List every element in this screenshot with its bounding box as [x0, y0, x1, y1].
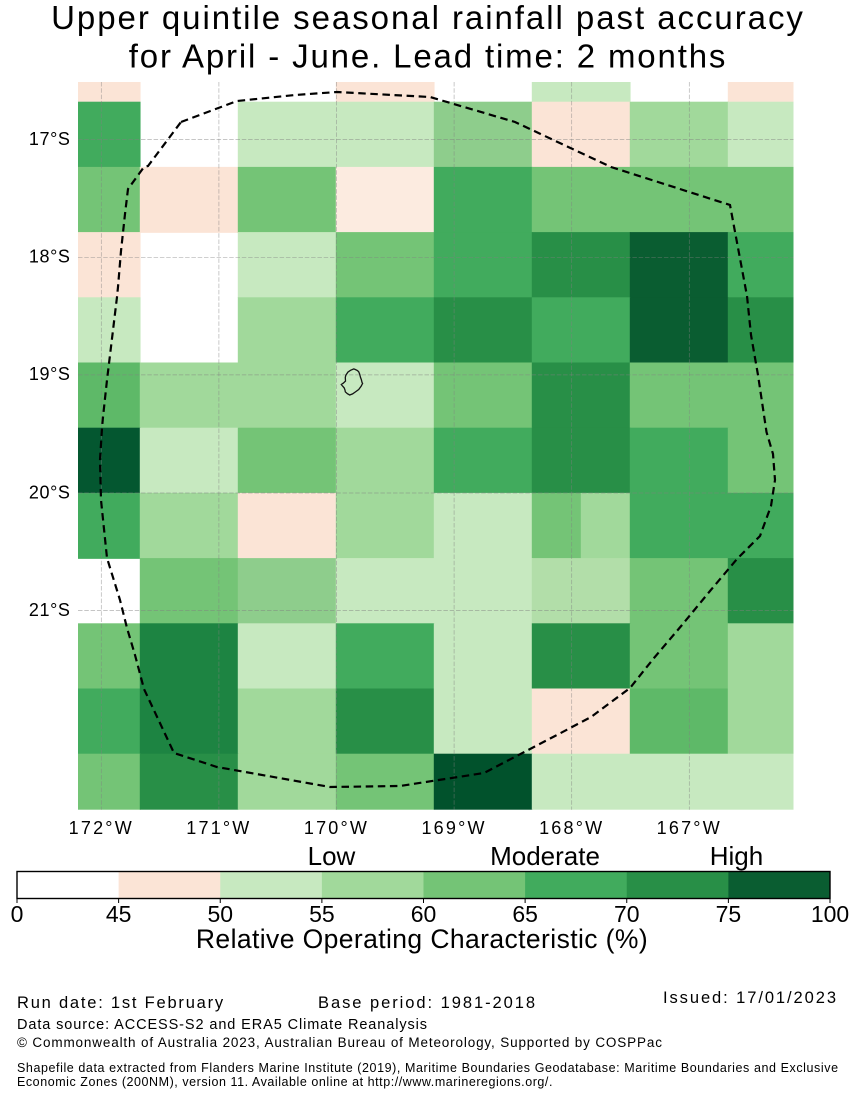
svg-text:Base period: 1981-2018: Base period: 1981-2018 — [318, 994, 537, 1012]
svg-text:Data source: ACCESS-S2 and ERA: Data source: ACCESS-S2 and ERA5 Climate … — [17, 1017, 428, 1033]
svg-text:0: 0 — [11, 901, 24, 927]
svg-text:65: 65 — [512, 901, 538, 927]
svg-text:Upper quintile seasonal rainfa: Upper quintile seasonal rainfall past ac… — [51, 0, 805, 36]
svg-text:55: 55 — [309, 901, 335, 927]
svg-text:20°S: 20°S — [29, 482, 71, 502]
svg-text:21°S: 21°S — [29, 600, 71, 620]
svg-text:168°W: 168°W — [539, 818, 604, 838]
svg-text:172°W: 172°W — [69, 818, 134, 838]
svg-text:75: 75 — [716, 901, 742, 927]
svg-text:Shapefile data extracted from: Shapefile data extracted from Flanders M… — [17, 1061, 839, 1075]
svg-text:167°W: 167°W — [657, 818, 722, 838]
svg-text:170°W: 170°W — [304, 818, 369, 838]
svg-text:60: 60 — [411, 901, 437, 927]
svg-text:17°S: 17°S — [29, 129, 71, 149]
svg-text:Economic Zones (200NM), versio: Economic Zones (200NM), version 11. Avai… — [17, 1075, 553, 1089]
svg-text:© Commonwealth of Australia 20: © Commonwealth of Australia 2023, Austra… — [17, 1035, 663, 1050]
svg-text:50: 50 — [207, 901, 233, 927]
svg-text:Run date: 1st February: Run date: 1st February — [17, 994, 225, 1012]
svg-text:for April - June. Lead time: 2: for April - June. Lead time: 2 months — [129, 38, 728, 75]
svg-text:19°S: 19°S — [29, 364, 71, 384]
svg-text:45: 45 — [106, 901, 132, 927]
svg-text:100: 100 — [811, 901, 849, 927]
svg-text:18°S: 18°S — [29, 247, 71, 267]
svg-text:169°W: 169°W — [421, 818, 486, 838]
svg-text:171°W: 171°W — [186, 818, 251, 838]
svg-text:Issued: 17/01/2023: Issued: 17/01/2023 — [663, 989, 838, 1007]
svg-text:High: High — [710, 841, 763, 871]
svg-text:Relative Operating Characteris: Relative Operating Characteristic (%) — [196, 924, 648, 954]
svg-text:Moderate: Moderate — [490, 841, 600, 871]
svg-text:Low: Low — [308, 841, 356, 871]
svg-text:70: 70 — [614, 901, 640, 927]
